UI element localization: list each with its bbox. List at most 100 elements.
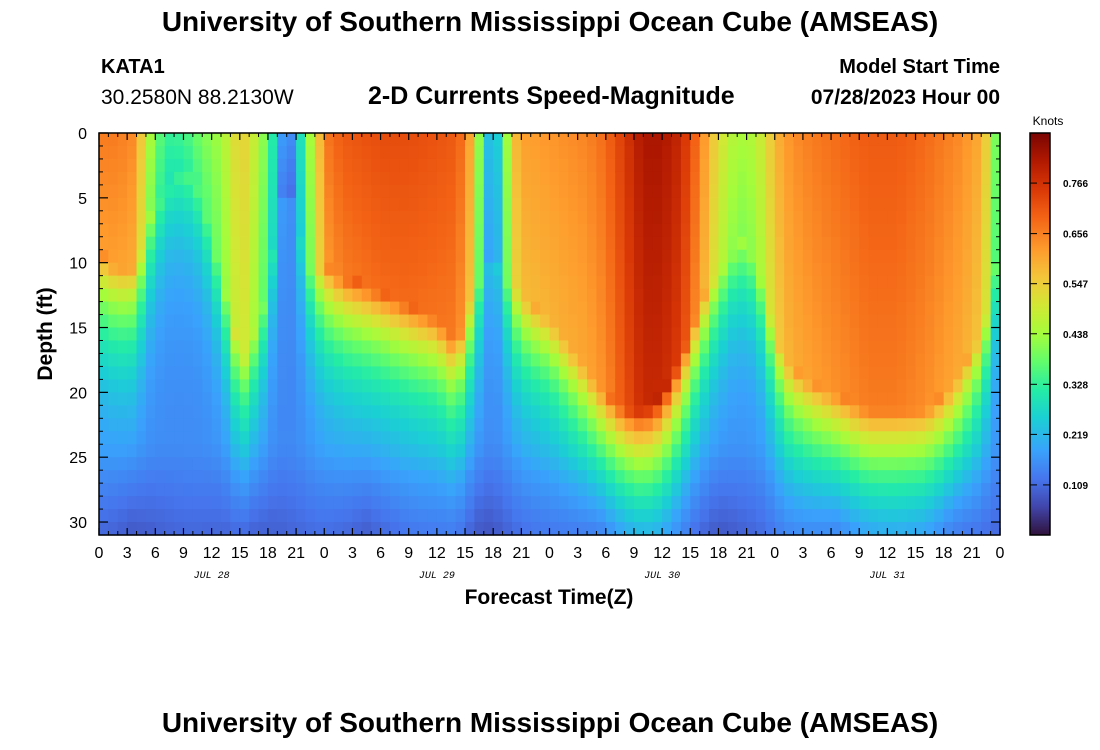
heatmap-cell [765,262,776,277]
heatmap-cell [202,184,213,199]
heatmap-cell [699,133,710,147]
heatmap-cell [202,405,213,419]
heatmap-cell [474,223,485,238]
heatmap-cell [530,133,541,147]
heatmap-cell [371,133,382,147]
heatmap-cell [671,249,682,264]
heatmap-cell [652,236,663,251]
heatmap-cell [211,145,222,160]
heatmap-cell [755,145,766,160]
heatmap-cell [521,288,532,303]
heatmap-cell [455,262,466,277]
heatmap-cell [962,353,973,368]
heatmap-cell [784,262,795,277]
heatmap-cell [436,236,447,251]
heatmap-cell [502,133,513,147]
heatmap-cell [521,145,532,160]
heatmap-cell [249,392,260,406]
heatmap-cell [540,133,551,147]
heatmap-cell [389,405,400,419]
heatmap-cell [427,133,438,147]
heatmap-cell [446,197,457,212]
heatmap-cell [680,184,691,199]
heatmap-cell [136,379,147,393]
heatmap-cell [587,171,598,186]
heatmap-cell [352,158,363,173]
heatmap-cell [615,210,626,225]
heatmap-cell [493,392,504,406]
heatmap-cell [127,327,138,342]
heatmap-cell [446,223,457,238]
heatmap-cell [971,444,982,458]
heatmap-cell [868,133,879,147]
heatmap-cell [296,418,307,432]
heatmap-cell [633,133,644,147]
heatmap-cell [680,457,691,471]
heatmap-cell [906,522,917,536]
heatmap-cell [774,509,785,523]
heatmap-cell [183,275,194,290]
heatmap-cell [765,340,776,355]
heatmap-cell [981,249,992,264]
heatmap-cell [286,392,297,406]
heatmap-cell [727,158,738,173]
heatmap-cell [230,158,241,173]
heatmap-cell [371,418,382,432]
heatmap-cell [727,171,738,186]
heatmap-cell [737,340,748,355]
heatmap-cell [333,288,344,303]
heatmap-cell [343,431,354,445]
heatmap-cell [915,158,926,173]
heatmap-cell [699,405,710,419]
heatmap-cell [493,210,504,225]
heatmap-cell [643,418,654,432]
heatmap-cell [502,366,513,380]
heatmap-cell [990,236,1001,251]
heatmap-cell [333,223,344,238]
heatmap-cell [615,392,626,406]
heatmap-cell [418,184,429,199]
heatmap-cell [802,509,813,523]
heatmap-cell [896,301,907,316]
heatmap-cell [211,236,222,251]
heatmap-cell [127,509,138,523]
heatmap-cell [746,184,757,199]
heatmap-cell [568,275,579,290]
heatmap-cell [389,133,400,147]
heatmap-cell [465,353,476,368]
heatmap-cell [155,340,166,355]
heatmap-cell [981,353,992,368]
heatmap-cell [343,418,354,432]
heatmap-cell [680,366,691,380]
heatmap-cell [896,353,907,368]
heatmap-cell [680,340,691,355]
heatmap-cell [446,249,457,264]
heatmap-cell [277,275,288,290]
heatmap-cell [624,353,635,368]
heatmap-cell [296,483,307,497]
heatmap-cell [389,496,400,510]
heatmap-cell [427,379,438,393]
heatmap-cell [155,288,166,303]
heatmap-cell [709,431,720,445]
heatmap-cell [699,275,710,290]
heatmap-cell [671,522,682,536]
heatmap-cell [239,184,250,199]
heatmap-cell [343,470,354,484]
heatmap-cell [540,236,551,251]
heatmap-cell [436,184,447,199]
heatmap-cell [183,236,194,251]
heatmap-cell [802,197,813,212]
heatmap-cell [643,496,654,510]
heatmap-cell [493,145,504,160]
heatmap-cell [155,457,166,471]
heatmap-cell [483,444,494,458]
heatmap-cell [399,353,410,368]
heatmap-cell [774,288,785,303]
heatmap-cell [765,522,776,536]
heatmap-cell [502,522,513,536]
heatmap-cell [615,314,626,329]
heatmap-cell [192,133,203,147]
heatmap-cell [483,353,494,368]
heatmap-cell [239,236,250,251]
